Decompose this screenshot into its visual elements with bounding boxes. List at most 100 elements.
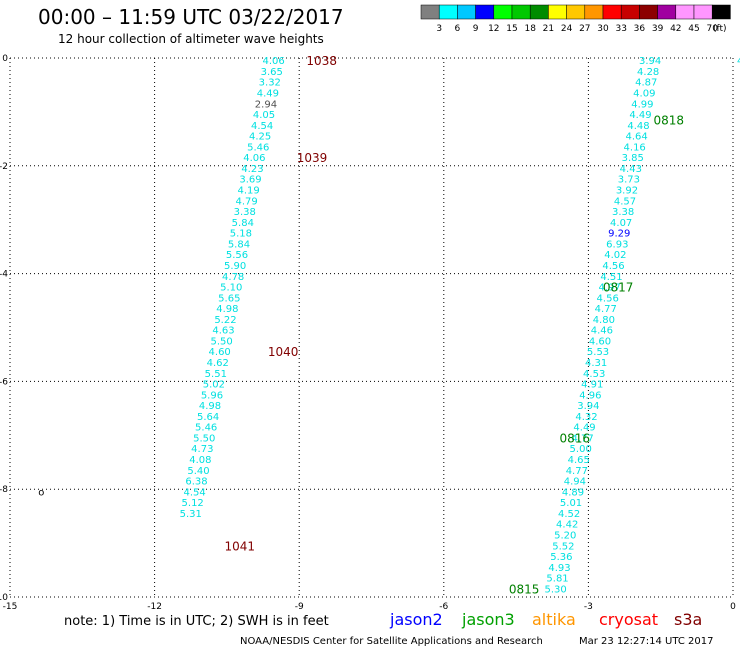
wave-height-value: 4.89 <box>562 487 584 498</box>
color-scale-label: 21 <box>543 24 554 34</box>
color-scale-label: 24 <box>561 24 573 34</box>
color-swatch <box>657 4 677 20</box>
wave-height-value: 4.54 <box>251 121 273 132</box>
wave-height-value: 4.42 <box>556 520 578 531</box>
color-swatch <box>602 4 622 20</box>
wave-height-value: 4.78 <box>222 272 244 283</box>
marker: o <box>38 487 44 498</box>
wave-height-value: 3.38 <box>612 207 634 218</box>
wave-height-value: 5.84 <box>232 218 254 229</box>
pass-time-label: 0817 <box>603 281 634 295</box>
wave-height-value: 4.94 <box>564 477 586 488</box>
track-east: 3.944.284.874.094.994.494.484.644.163.85… <box>544 56 661 595</box>
wave-height-value: 5.46 <box>195 423 217 434</box>
wave-height-value: 4.99 <box>631 99 653 110</box>
wave-height-value: 4.49 <box>257 88 279 99</box>
wave-height-value: 4.09 <box>633 88 655 99</box>
wave-height-value: 5.90 <box>224 261 246 272</box>
legend-jason2: jason2 <box>389 610 443 629</box>
footer-timestamp: Mar 23 12:27:14 UTC 2017 <box>579 636 714 647</box>
wave-height-value: 4 <box>737 56 740 67</box>
legend-altika: altika <box>532 610 576 629</box>
wave-height-value: 4.97 <box>598 283 620 294</box>
legend-jason3: jason3 <box>461 610 515 629</box>
wave-height-value: 4.46 <box>591 326 613 337</box>
pass-time-label: 1041 <box>224 539 255 553</box>
wave-height-value: 4.49 <box>573 423 595 434</box>
color-swatch <box>620 4 640 20</box>
wave-height-value: 4.60 <box>209 347 231 358</box>
wave-height-value: 5.96 <box>201 390 223 401</box>
wave-height-value: 4.96 <box>579 390 601 401</box>
wave-height-value: 4.56 <box>602 261 624 272</box>
chart-title: 00:00 – 11:59 UTC 03/22/2017 <box>38 5 344 29</box>
grid <box>9 57 734 598</box>
wave-height-value: 3.38 <box>234 207 256 218</box>
color-swatch <box>511 4 531 20</box>
y-tick-label: -4 <box>0 270 8 280</box>
x-tick-label: 0 <box>730 602 736 612</box>
color-scale-label: 36 <box>634 24 646 34</box>
wave-height-value: 4.48 <box>627 121 649 132</box>
y-tick-label: -6 <box>0 377 8 387</box>
wave-height-value: 4.91 <box>581 380 603 391</box>
wave-height-value: 4.62 <box>207 358 229 369</box>
x-tick-label: -15 <box>3 602 18 612</box>
footer-credit: NOAA/NESDIS Center for Satellite Applica… <box>240 636 543 647</box>
wave-height-value: 5.31 <box>180 509 202 520</box>
wave-height-value: 6.93 <box>606 239 628 250</box>
pass-time-label: 1038 <box>306 54 337 68</box>
color-scale-label: 9 <box>473 24 479 34</box>
wave-height-value: 4.51 <box>600 272 622 283</box>
color-scale-label: 39 <box>652 24 664 34</box>
color-swatch <box>420 4 440 20</box>
wave-height-value: 4.31 <box>585 358 607 369</box>
color-swatch <box>711 4 731 20</box>
wave-height-value: 5.02 <box>203 380 225 391</box>
x-tick-label: -3 <box>584 602 593 612</box>
wave-height-value: 3.94 <box>577 401 599 412</box>
color-swatch <box>639 4 658 20</box>
wave-height-value: 5.01 <box>560 498 582 509</box>
x-tick-label: -9 <box>295 602 304 612</box>
color-swatch <box>438 4 458 20</box>
color-scale-label: 42 <box>670 24 681 34</box>
color-scale-label: 27 <box>579 24 590 34</box>
wave-height-value: 5.81 <box>546 574 568 585</box>
satellite-legend: jason2 jason3 altika cryosat s3a <box>389 610 702 629</box>
wave-height-value: 5.30 <box>544 584 566 595</box>
wave-height-value: 3.69 <box>239 175 261 186</box>
markers: o <box>38 487 44 498</box>
wave-height-value: 5.56 <box>226 250 248 261</box>
color-swatch <box>475 4 495 20</box>
color-swatch <box>493 4 513 20</box>
color-scale-label: 6 <box>455 24 461 34</box>
wave-height-value: 4.98 <box>199 401 221 412</box>
wave-height-value: 5.12 <box>182 498 204 509</box>
wave-height-value: 4.43 <box>620 164 642 175</box>
wave-height-value: 4.28 <box>637 67 659 78</box>
wave-height-value: 6.38 <box>185 477 207 488</box>
color-scale-label: 30 <box>597 24 609 34</box>
pass-time-label: 0816 <box>559 431 590 445</box>
wave-height-value: 4.32 <box>575 412 597 423</box>
wave-height-value: 5.46 <box>247 142 269 153</box>
wave-height-value: 4.60 <box>589 336 611 347</box>
wave-height-value: 5.52 <box>552 541 574 552</box>
wave-height-value: 5.51 <box>205 369 227 380</box>
wave-height-value: 5.65 <box>218 293 240 304</box>
wave-height-value: 4.06 <box>243 153 265 164</box>
footer-note: note: 1) Time is in UTC; 2) SWH is in fe… <box>64 614 329 629</box>
wave-height-value: 4.05 <box>253 110 275 121</box>
wave-height-value: 4.98 <box>216 304 238 315</box>
wave-height-value: 4.77 <box>595 304 617 315</box>
pass-time-label: 0815 <box>509 582 540 596</box>
wave-height-value: 3.92 <box>616 186 638 197</box>
wave-height-value: 4.23 <box>241 164 263 175</box>
wave-height-value: 5.00 <box>570 444 592 455</box>
wave-height-value: 4.02 <box>604 250 626 261</box>
chart-subtitle: 12 hour collection of altimeter wave hei… <box>58 32 324 46</box>
x-tick-label: -6 <box>439 602 448 612</box>
wave-height-value: 4.52 <box>558 509 580 520</box>
